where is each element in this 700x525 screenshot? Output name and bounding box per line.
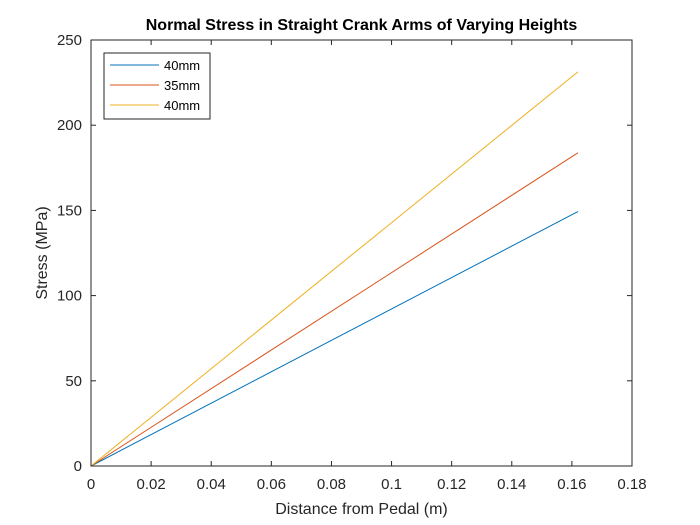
x-tick-label: 0.18 — [617, 476, 646, 493]
x-tick-label: 0.02 — [137, 476, 166, 493]
x-tick-label: 0.08 — [317, 476, 346, 493]
y-tick-label: 250 — [57, 32, 82, 49]
y-tick-label: 200 — [57, 117, 82, 134]
series-layer — [90, 71, 579, 467]
series-line-3 — [90, 71, 579, 467]
x-tick-label: 0 — [87, 476, 95, 493]
legend: 40mm 35mm 40mm — [103, 52, 211, 120]
x-tick-label: 0.06 — [257, 476, 286, 493]
y-axis-label: Stress (MPa) — [34, 206, 51, 299]
y-tick-label: 0 — [74, 458, 82, 475]
y-tick-label: 100 — [57, 288, 82, 305]
series-line-2 — [90, 152, 579, 467]
x-tick-label: 0.12 — [437, 476, 466, 493]
x-tick-label: 0.04 — [197, 476, 226, 493]
series-line-1 — [90, 211, 579, 467]
legend-label-1: 40mm — [164, 58, 200, 73]
chart-title: Normal Stress in Straight Crank Arms of … — [146, 17, 578, 34]
tick-layer: 0 0.02 0.04 0.06 0.08 0.1 0.12 0.14 0.16 0.18 0 50 1… — [57, 32, 647, 493]
x-axis-label: Distance from Pedal (m) — [275, 501, 448, 518]
y-tick-label: 150 — [57, 202, 82, 219]
x-tick-label: 0.1 — [381, 476, 402, 493]
legend-label-2: 35mm — [164, 78, 200, 93]
legend-box — [103, 52, 211, 120]
x-tick-label: 0.16 — [557, 476, 586, 493]
x-tick-label: 0.14 — [497, 476, 526, 493]
y-tick-label: 50 — [65, 373, 82, 390]
legend-label-3: 40mm — [164, 98, 200, 113]
